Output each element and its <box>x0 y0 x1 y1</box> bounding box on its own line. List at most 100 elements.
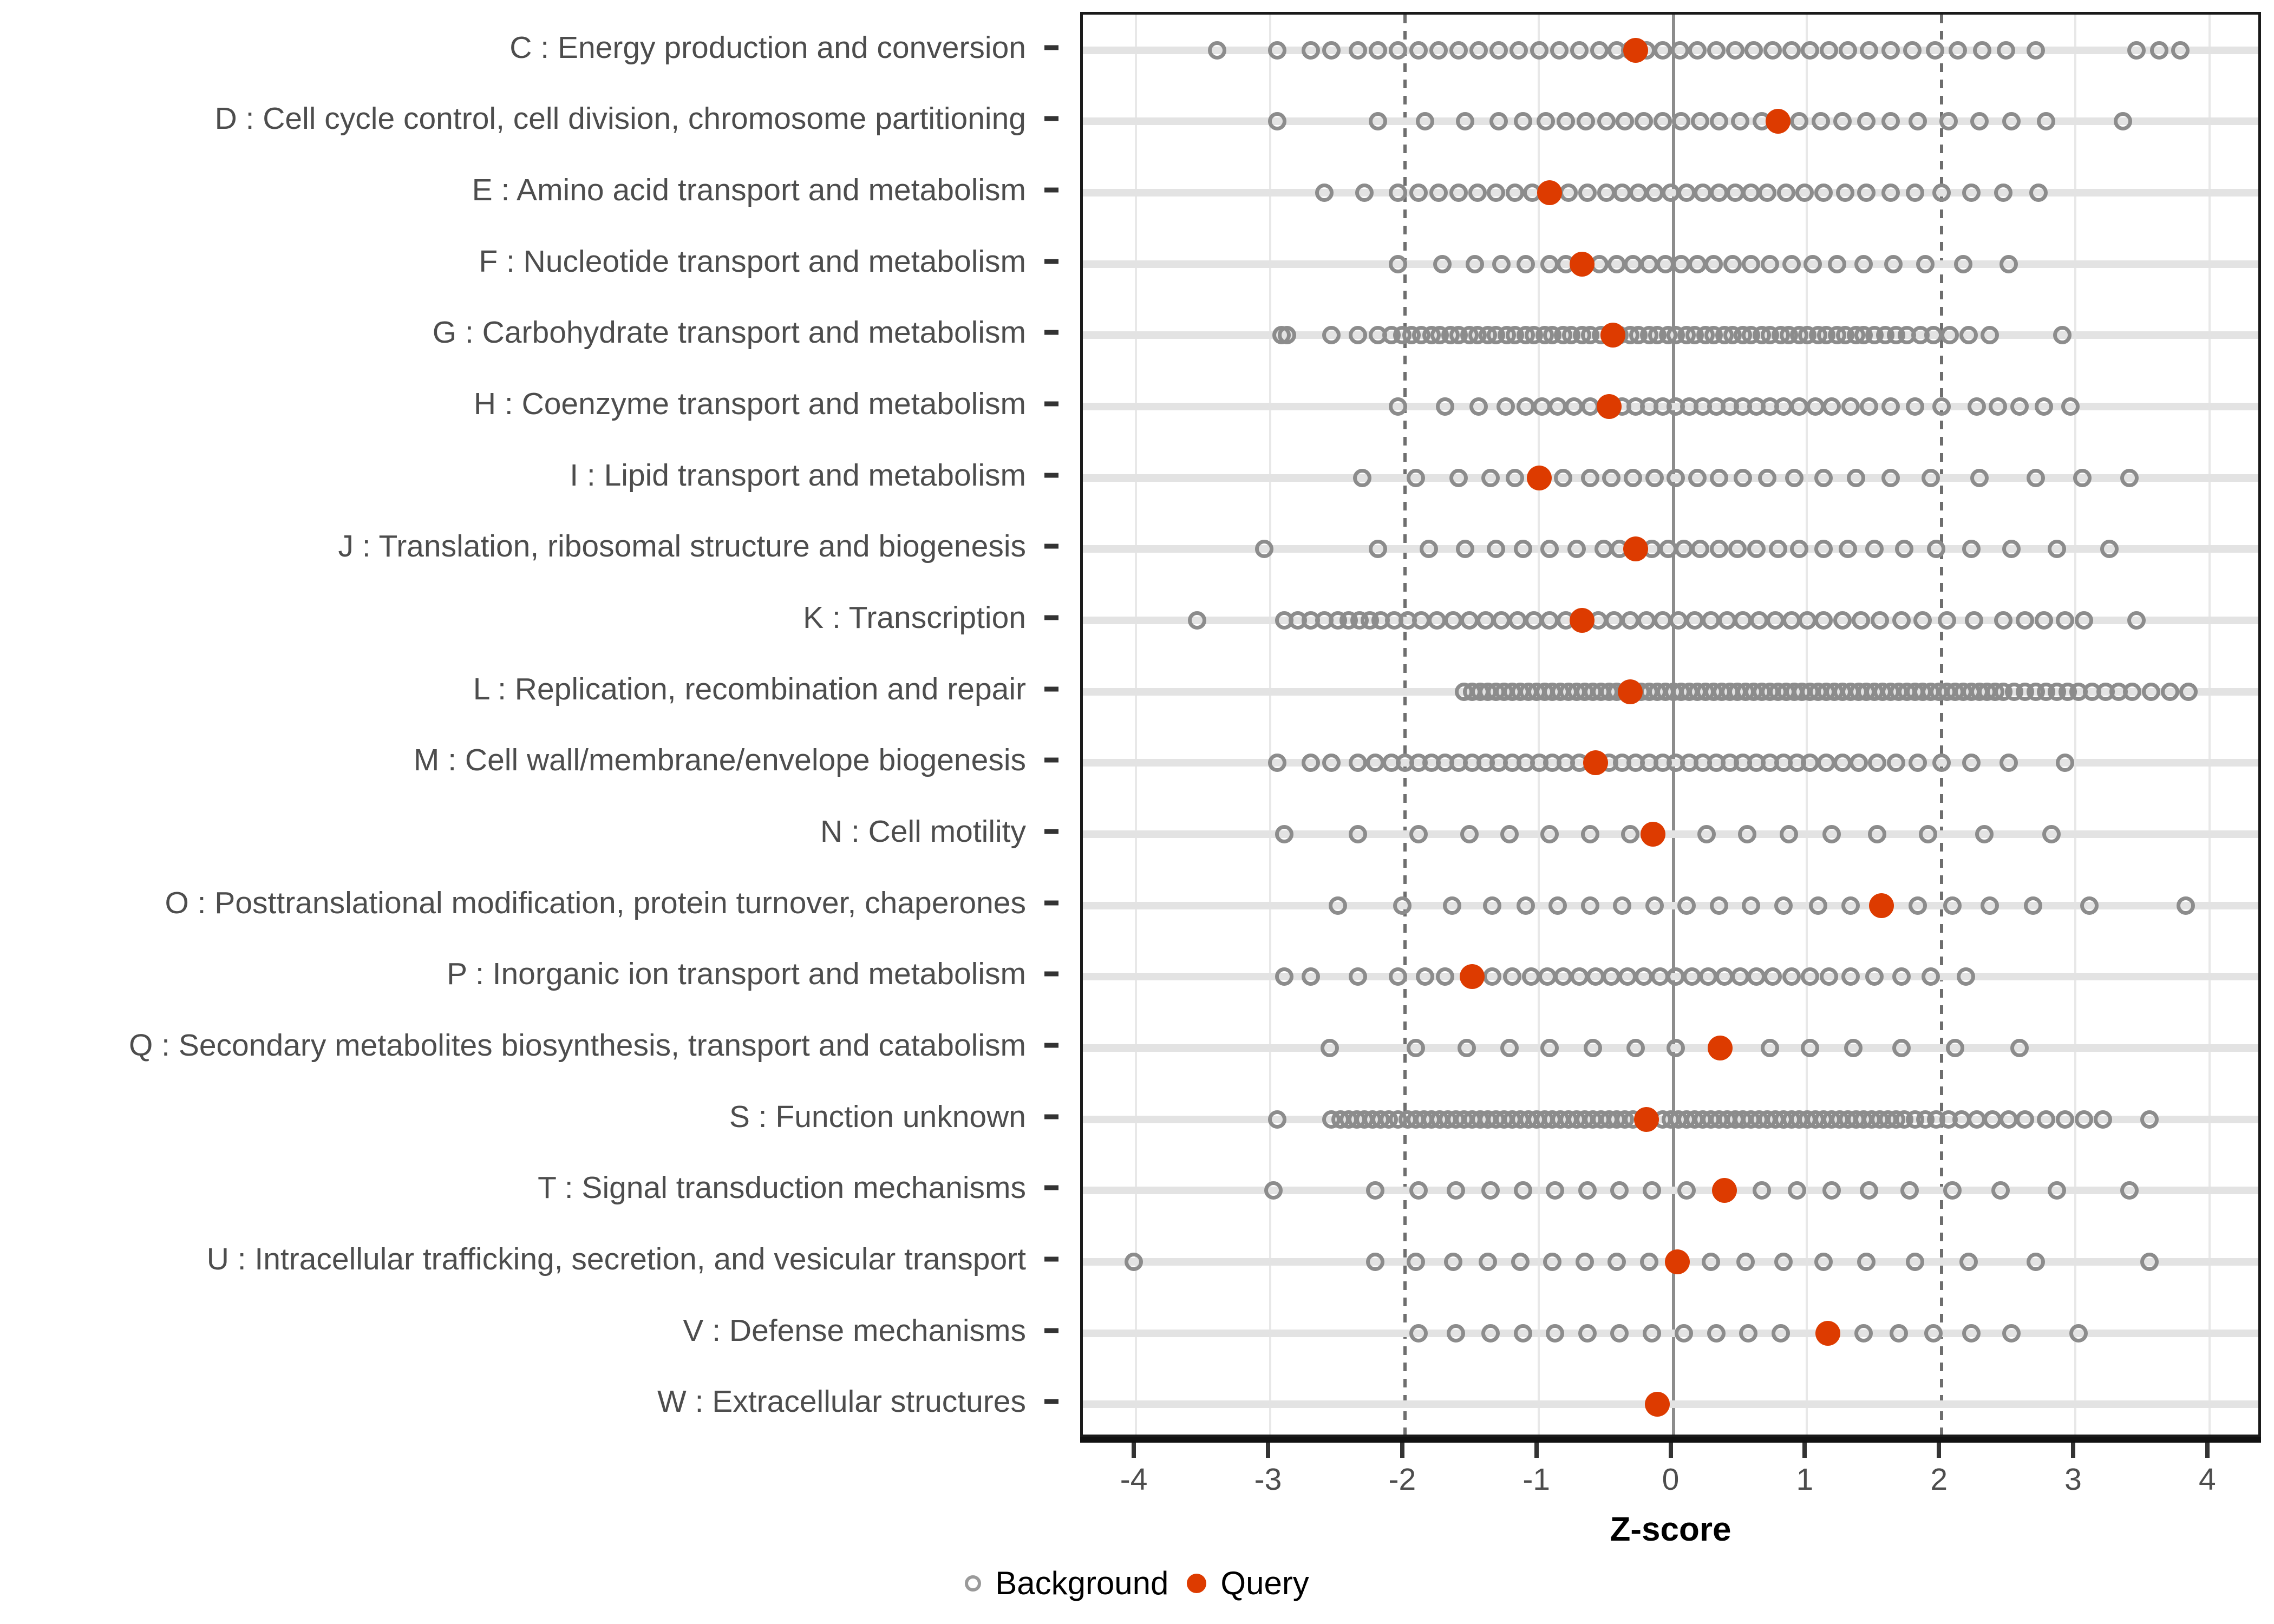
background-point <box>1393 896 1412 915</box>
query-point[interactable] <box>1765 109 1791 134</box>
background-point <box>1653 112 1672 131</box>
background-point <box>1479 1252 1498 1271</box>
query-point[interactable] <box>1633 1106 1659 1132</box>
background-point <box>1580 896 1599 915</box>
background-point <box>1613 896 1632 915</box>
background-point <box>1814 540 1833 559</box>
background-point <box>1540 1038 1559 1057</box>
legend-item-query[interactable]: Query <box>1187 1564 1309 1602</box>
background-point <box>2042 824 2061 843</box>
background-point <box>1433 254 1452 273</box>
background-point <box>1852 611 1871 630</box>
background-point <box>1959 326 1978 345</box>
query-point[interactable] <box>1641 821 1666 847</box>
query-point[interactable] <box>1537 180 1563 206</box>
x-axis-tick <box>1668 1443 1673 1458</box>
gridline-4 <box>2208 15 2211 1435</box>
background-point <box>1546 1324 1565 1343</box>
background-point <box>1801 41 1820 60</box>
background-point <box>2127 41 2146 60</box>
query-point[interactable] <box>1459 964 1485 990</box>
background-point <box>1469 41 1488 60</box>
y-axis-tick <box>1044 1114 1058 1119</box>
y-axis-tick <box>1044 1399 1058 1404</box>
background-point <box>1989 397 2008 416</box>
background-point <box>1956 967 1975 986</box>
background-point <box>1406 1252 1425 1271</box>
background-point <box>1456 112 1475 131</box>
row-band <box>1083 1187 2258 1195</box>
background-point <box>1849 754 1868 772</box>
y-axis-tick <box>1044 401 1058 407</box>
background-point <box>1905 184 1924 202</box>
background-point <box>1125 1252 1143 1271</box>
background-point <box>2029 184 2048 202</box>
background-point <box>1583 1038 1602 1057</box>
background-point <box>2080 896 2099 915</box>
background-point <box>1881 397 1900 416</box>
filled-circle-icon <box>1187 1573 1207 1593</box>
legend-item-background[interactable]: Background <box>965 1564 1168 1602</box>
background-point <box>2120 1181 2139 1200</box>
query-point[interactable] <box>1596 394 1622 420</box>
query-point[interactable] <box>1623 536 1649 562</box>
background-point <box>1449 41 1468 60</box>
background-point <box>1513 540 1532 559</box>
background-point <box>1760 1038 1779 1057</box>
background-point <box>1597 112 1616 131</box>
background-point <box>1302 754 1321 772</box>
query-point[interactable] <box>1644 1392 1670 1417</box>
y-axis-label: T : Signal transduction mechanisms <box>538 1170 1026 1206</box>
background-point <box>1543 1252 1562 1271</box>
background-point <box>2034 611 2053 630</box>
background-point <box>1908 754 1927 772</box>
background-point <box>1554 468 1573 487</box>
background-point <box>1731 112 1750 131</box>
background-point <box>1881 468 1900 487</box>
background-point <box>2037 1110 2056 1129</box>
query-point[interactable] <box>1569 608 1595 633</box>
background-point <box>1841 896 1860 915</box>
x-axis-tick-label: 4 <box>2199 1462 2216 1497</box>
query-point[interactable] <box>1526 465 1552 490</box>
background-point <box>1734 468 1753 487</box>
background-point <box>1436 967 1455 986</box>
query-point[interactable] <box>1623 37 1649 63</box>
y-axis-label: N : Cell motility <box>820 814 1026 849</box>
background-point <box>1409 41 1428 60</box>
query-point[interactable] <box>1711 1178 1737 1203</box>
background-point <box>2179 682 2198 701</box>
background-point <box>1482 967 1501 986</box>
background-point <box>1537 112 1556 131</box>
background-point <box>1964 611 1983 630</box>
background-point <box>1709 112 1728 131</box>
background-point <box>1972 41 1991 60</box>
query-point[interactable] <box>1664 1249 1690 1274</box>
query-point[interactable] <box>1600 323 1625 348</box>
background-point <box>1322 41 1341 60</box>
query-point[interactable] <box>1708 1035 1733 1060</box>
background-point <box>1846 468 1865 487</box>
query-point[interactable] <box>1868 893 1894 918</box>
background-point <box>2056 754 2075 772</box>
query-point[interactable] <box>1569 251 1595 277</box>
background-point <box>1922 967 1940 986</box>
background-point <box>1449 184 1468 202</box>
y-axis-tick <box>1044 1328 1058 1333</box>
background-point <box>1938 611 1957 630</box>
query-point[interactable] <box>1618 679 1643 704</box>
background-point <box>1487 540 1506 559</box>
background-point <box>1302 967 1321 986</box>
y-axis-tick <box>1044 900 1058 906</box>
background-point <box>1771 1324 1790 1343</box>
background-point <box>1322 754 1341 772</box>
background-point <box>1449 468 1468 487</box>
background-point <box>1575 1252 1594 1271</box>
background-point <box>1516 896 1535 915</box>
background-point <box>1959 1252 1978 1271</box>
query-point[interactable] <box>1583 750 1608 776</box>
query-point[interactable] <box>1815 1320 1840 1346</box>
background-point <box>1187 611 1206 630</box>
background-point <box>1709 896 1728 915</box>
background-point <box>1922 468 1940 487</box>
